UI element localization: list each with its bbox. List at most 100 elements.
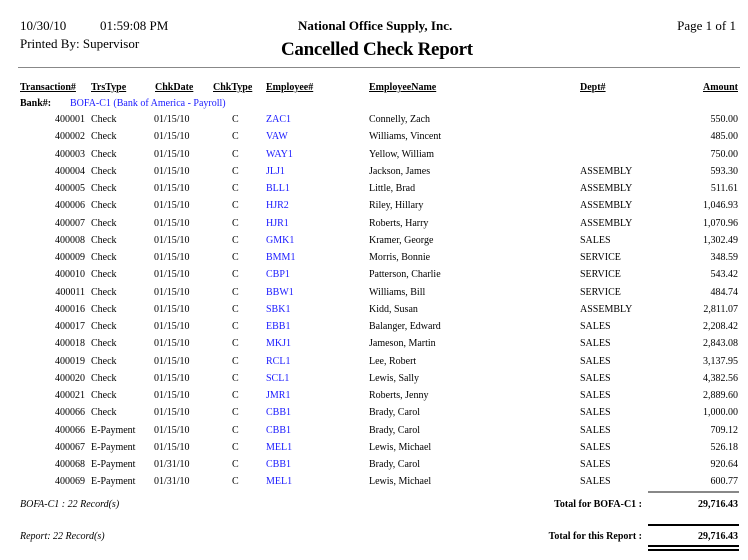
cell-employee-id[interactable]: VAW [266,131,288,143]
cell-employee-name: Roberts, Jenny [369,390,429,401]
bank-value[interactable]: BOFA-C1 (Bank of America - Payroll) [70,98,226,109]
cell-transaction: 400004 [55,165,85,177]
cell-chkdate: 01/15/10 [154,252,190,263]
bank-total: 29,716.43 [698,499,738,510]
cell-employee-id[interactable]: CBB1 [266,424,292,436]
cell-employee-id[interactable]: JMR1 [266,390,291,401]
table-row: 400010 Check 01/15/10 C CBP1 Patterson, Charl… [0,269,748,286]
cell-amount: 750.00 [710,148,739,160]
cell-chkdate: 01/15/10 [154,424,190,436]
cell-transaction: 400008 [55,234,85,246]
cell-chktype: C [232,441,239,453]
header-divider [18,67,740,68]
cell-dept: ASSEMBLY [580,183,633,194]
company-name: National Office Supply, Inc. [298,18,453,33]
table-row: 400007 Check 01/15/10 C HJR1 Roberts, Harry AS… [0,218,748,235]
cell-trstype: Check [91,165,117,177]
cell-transaction: 400020 [55,372,85,384]
cell-chkdate: 01/15/10 [154,183,190,194]
cell-employee-name: Riley, Hillary [369,200,424,212]
cell-chktype: C [232,338,239,350]
cell-employee-id[interactable]: CBB1 [266,459,292,470]
cell-chktype: C [232,459,239,470]
cell-amount: 920.64 [710,459,739,470]
cell-employee-id[interactable]: HJR2 [266,200,289,212]
cell-employee-id[interactable]: SCL1 [266,372,290,384]
table-row: 400003 Check 01/15/10 C WAY1 Yellow, William 7… [0,149,748,166]
cell-employee-id[interactable]: HJR1 [266,217,289,229]
cell-employee-id[interactable]: MKJ1 [266,338,292,350]
cell-amount: 593.30 [710,165,739,177]
cell-transaction: 400068 [55,459,85,470]
table-row: 400002 Check 01/15/10 C VAW Williams, Vincent… [0,131,748,148]
cell-chktype: C [232,114,239,125]
cell-amount: 2,843.08 [703,338,738,350]
double-underline-2 [648,549,739,551]
cell-trstype: Check [91,200,117,212]
table-row: 400017 Check 01/15/10 C EBB1 Balanger, Edward… [0,321,748,338]
cell-trstype: Check [91,407,117,419]
cell-chkdate: 01/15/10 [154,114,190,125]
cell-trstype: Check [91,234,117,246]
cell-transaction: 400005 [55,183,85,194]
cell-employee-name: Roberts, Harry [369,217,429,229]
cell-employee-id[interactable]: RCL1 [266,355,291,367]
cell-employee-name: Jameson, Martin [369,338,436,350]
cell-chkdate: 01/15/10 [154,372,190,384]
cell-employee-id[interactable]: EBB1 [266,321,291,332]
cell-chktype: C [232,131,239,143]
cell-transaction: 400001 [55,114,85,125]
printed-by: Printed By: Supervisor [20,36,140,51]
cell-amount: 2,208.42 [703,321,738,332]
cell-employee-id[interactable]: MEL1 [266,476,293,488]
cell-employee-id[interactable]: BMM1 [266,252,296,263]
cell-amount: 485.00 [710,131,739,143]
cell-amount: 600.77 [710,476,739,488]
cell-employee-id[interactable]: BLL1 [266,183,290,194]
cell-employee-name: Brady, Carol [369,407,421,419]
cell-dept: SALES [580,441,611,453]
cell-chktype: C [232,200,239,212]
cell-chktype: C [232,165,239,177]
bank-record-count: BOFA-C1 : 22 Record(s) [20,499,120,510]
table-row: 400018 Check 01/15/10 C MKJ1 Jameson, Martin S… [0,338,748,355]
cell-chktype: C [232,148,239,160]
cell-trstype: E-Payment [91,459,136,470]
cell-dept: ASSEMBLY [580,217,633,229]
cell-employee-id[interactable]: ZAC1 [266,114,291,125]
cell-transaction: 400009 [55,252,85,263]
cell-amount: 709.12 [710,424,739,436]
cell-chktype: C [232,424,239,436]
cell-employee-id[interactable]: BBW1 [266,286,294,298]
cell-chkdate: 01/15/10 [154,200,190,212]
cell-employee-id[interactable]: CBB1 [266,407,292,419]
cell-chktype: C [232,234,239,246]
cell-amount: 1,046.93 [703,200,738,212]
cell-trstype: Check [91,183,117,194]
cell-chktype: C [232,303,239,315]
cell-dept: SALES [580,459,611,470]
table-row: 400068 E-Payment 01/31/10 C CBB1 Brady, Carol… [0,459,748,476]
table-row: 400069 E-Payment 01/31/10 C MEL1 Lewis, Micha… [0,476,748,493]
cell-transaction: 400018 [55,338,85,350]
cell-trstype: Check [91,269,117,281]
cell-dept: SALES [580,234,611,246]
cell-trstype: Check [91,252,117,263]
col-transaction: Transaction# [20,82,76,93]
col-employee-name: EmployeeName [369,82,437,93]
cell-trstype: Check [91,286,117,298]
cell-employee-name: Jackson, James [369,165,431,177]
cell-dept: ASSEMBLY [580,303,633,315]
cell-chkdate: 01/15/10 [154,217,190,229]
cell-transaction: 400016 [55,303,85,315]
cell-employee-id[interactable]: CBP1 [266,269,290,281]
cell-trstype: Check [91,217,117,229]
cell-chkdate: 01/15/10 [154,234,190,246]
cell-employee-id[interactable]: GMK1 [266,234,295,246]
cell-employee-id[interactable]: SBK1 [266,303,291,315]
cell-employee-id[interactable]: MEL1 [266,441,293,453]
cell-employee-id[interactable]: JLJ1 [266,165,285,177]
cell-employee-id[interactable]: WAY1 [266,148,293,160]
table-row: 400001 Check 01/15/10 C ZAC1 Connelly, Zach 55… [0,114,748,131]
cell-transaction: 400002 [55,131,85,143]
